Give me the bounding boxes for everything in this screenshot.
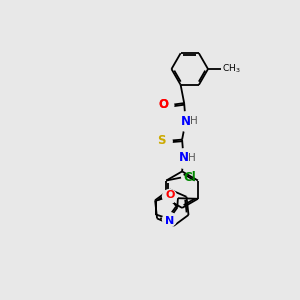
Text: N: N bbox=[165, 216, 174, 226]
Text: N: N bbox=[178, 152, 189, 164]
Text: N: N bbox=[181, 115, 190, 128]
Text: O: O bbox=[158, 98, 168, 111]
Text: O: O bbox=[165, 190, 174, 200]
Text: O: O bbox=[158, 98, 168, 111]
Text: H: H bbox=[190, 116, 197, 126]
Text: H: H bbox=[188, 153, 195, 163]
Text: S: S bbox=[157, 134, 165, 147]
Text: Cl: Cl bbox=[183, 171, 196, 184]
Text: CH$_3$: CH$_3$ bbox=[222, 63, 241, 75]
